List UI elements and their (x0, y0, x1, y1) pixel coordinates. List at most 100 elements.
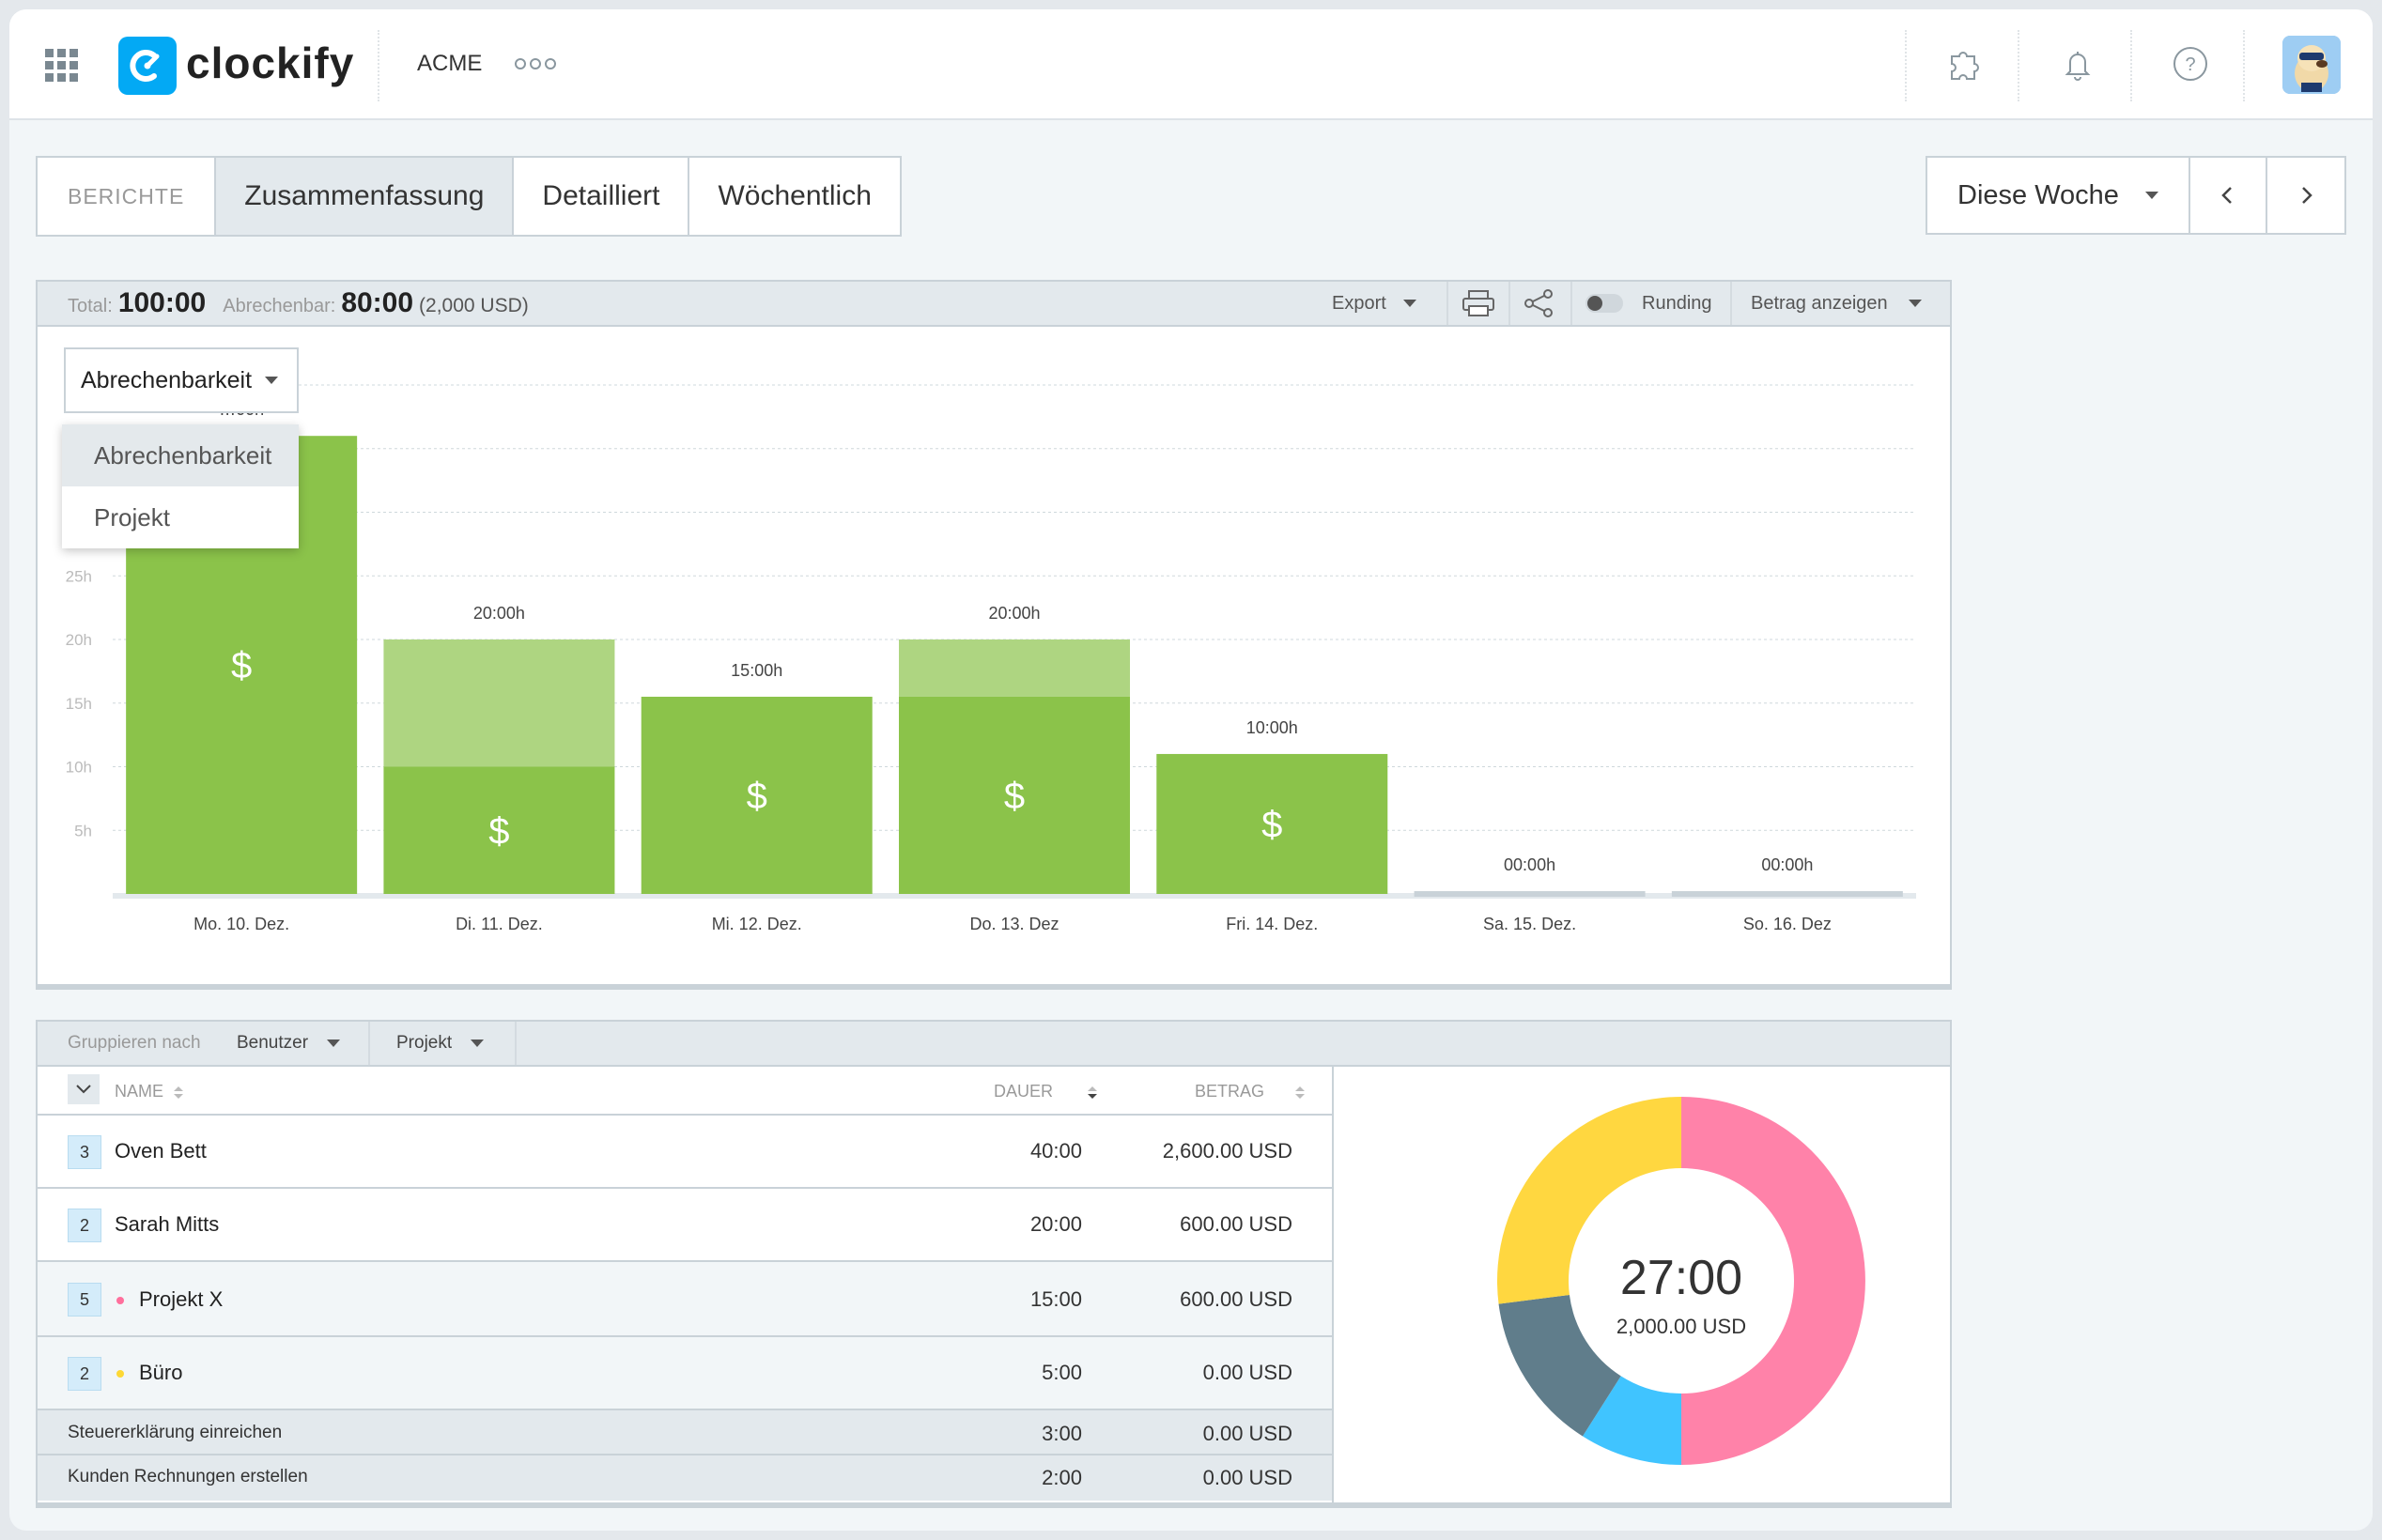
chevron-down-icon (2145, 192, 2158, 199)
sort-icon (1088, 1086, 1098, 1100)
grouping-option-project[interactable]: Projekt (94, 503, 170, 531)
row-name-wrap: Büro (116, 1361, 182, 1385)
toolbar-divider (1570, 282, 1572, 325)
table-row[interactable]: 5 Projekt X 15:00 600.00 USD (38, 1262, 1332, 1337)
help-icon[interactable]: ? (2170, 43, 2211, 85)
toggle-switch[interactable] (1585, 294, 1623, 313)
toolbar-divider (368, 1022, 370, 1065)
entry-count-badge: 3 (68, 1135, 101, 1169)
apps-grid-icon[interactable] (45, 49, 78, 82)
row-amount: 600.00 USD (1180, 1212, 1292, 1236)
row-amount: 2,600.00 USD (1162, 1139, 1292, 1163)
chevron-down-icon (76, 1085, 91, 1094)
dollar-icon: $ (488, 810, 509, 852)
more-icon[interactable] (515, 58, 556, 69)
name-header-label: NAME (115, 1082, 164, 1101)
total-value: 100:00 (117, 287, 207, 318)
bar-segment (1414, 891, 1646, 897)
row-duration: 5:00 (1042, 1361, 1082, 1384)
y-tick-label: 15h (66, 695, 92, 713)
show-amount-select[interactable]: Betrag anzeigen (1751, 282, 1922, 325)
bell-icon[interactable] (2057, 43, 2098, 85)
bar-data-label: 00:00h (1761, 855, 1813, 874)
group-by-second-select[interactable]: Projekt (396, 1022, 485, 1065)
user-avatar[interactable] (2282, 36, 2341, 94)
header-divider (2130, 30, 2132, 101)
duration-column-header[interactable]: DAUER (994, 1082, 1099, 1101)
donut-slice[interactable] (1582, 1376, 1681, 1465)
expand-all-button[interactable] (68, 1074, 100, 1104)
table-row[interactable]: 3 Oven Bett 40:00 2,600.00 USD (38, 1116, 1332, 1189)
billable-value: 80:00 (341, 287, 414, 318)
chevron-down-icon (265, 377, 279, 384)
share-icon[interactable] (1516, 282, 1561, 325)
row-name: Steuererklärung einreichen (68, 1423, 283, 1442)
billable-amount: (2,000 USD) (419, 295, 529, 316)
billable-label: Abrechenbar: (223, 296, 336, 316)
donut-center-value: 27:00 (1620, 1251, 1742, 1305)
x-tick-label: Fri. 14. Dez. (1226, 915, 1318, 933)
name-column-header[interactable]: NAME (115, 1082, 185, 1101)
grouping-menu: Abrechenbarkeit Projekt (62, 424, 299, 548)
row-name-wrap: Projekt X (116, 1287, 223, 1312)
print-icon[interactable] (1456, 282, 1501, 325)
project-color-dot (116, 1297, 124, 1305)
brand-name: clockify (186, 38, 355, 87)
tab-summary[interactable]: Zusammenfassung (216, 158, 515, 235)
row-name: Kunden Rechnungen erstellen (68, 1467, 308, 1486)
donut-slice[interactable] (1681, 1097, 1865, 1465)
chevron-right-icon (2302, 187, 2312, 204)
totals: Total: 100:00 Abrechenbar: 80:00 (2,000 … (68, 287, 529, 319)
table-row[interactable]: 2 Sarah Mitts 20:00 600.00 USD (38, 1189, 1332, 1262)
row-duration: 3:00 (1042, 1422, 1082, 1445)
show-amount-label: Betrag anzeigen (1751, 292, 1888, 314)
date-range-label: Diese Woche (1957, 179, 2119, 210)
next-period-button[interactable] (2267, 158, 2344, 233)
toolbar-divider (1446, 282, 1448, 325)
export-button[interactable]: Export (1332, 282, 1416, 325)
table-divider (1332, 1067, 1334, 1502)
bar-segment (641, 696, 873, 894)
donut-slice[interactable] (1497, 1097, 1681, 1304)
rounding-toggle[interactable]: Runding (1585, 282, 1712, 325)
app-frame: clockify ACME ? BERICHT (9, 9, 2373, 1531)
header-divider (2243, 30, 2245, 101)
table-row[interactable]: 2 Büro 5:00 0.00 USD (38, 1337, 1332, 1410)
group-by-first-select[interactable]: Benutzer (237, 1022, 341, 1065)
grouping-option-billability[interactable]: Abrechenbarkeit (62, 424, 299, 486)
donut-chart: 27:00 2,000.00 USD (1497, 1097, 1865, 1465)
group-by-second-value: Projekt (396, 1033, 453, 1053)
total-label: Total: (68, 296, 113, 316)
entry-count-badge: 2 (68, 1357, 101, 1391)
x-tick-label: Do. 13. Dez (969, 915, 1059, 933)
row-duration: 40:00 (1029, 1139, 1082, 1163)
project-color-dot (116, 1370, 124, 1378)
table-row[interactable]: Steuererklärung einreichen 3:00 0.00 USD (38, 1410, 1332, 1455)
summary-table-card: Gruppieren nach Benutzer Projekt NAME DA… (36, 1020, 1952, 1508)
entry-count-badge: 5 (68, 1283, 101, 1317)
chevron-down-icon (1402, 300, 1416, 307)
bar-segment (383, 639, 615, 767)
row-amount: 0.00 USD (1202, 1466, 1292, 1489)
chart-grouping-dropdown[interactable]: Abrechenbarkeit (64, 347, 299, 413)
y-tick-label: 10h (66, 759, 92, 777)
group-by-label: Gruppieren nach (68, 1033, 201, 1053)
amount-column-header[interactable]: BETRAG (1195, 1082, 1307, 1101)
row-amount: 0.00 USD (1202, 1361, 1292, 1384)
dollar-icon: $ (747, 776, 767, 817)
tab-weekly[interactable]: Wöchentlich (718, 180, 872, 211)
workspace-name[interactable]: ACME (417, 51, 483, 76)
row-duration: 15:00 (1029, 1287, 1082, 1311)
row-amount: 600.00 USD (1180, 1287, 1292, 1311)
chart-card: Total: 100:00 Abrechenbar: 80:00 (2,000 … (36, 280, 1952, 990)
bar-data-label: 15:00h (731, 661, 782, 680)
donut-slice[interactable] (1498, 1295, 1621, 1437)
table-row[interactable]: Kunden Rechnungen erstellen 2:00 0.00 US… (38, 1455, 1332, 1501)
tab-detailed[interactable]: Detailliert (514, 158, 690, 235)
x-tick-label: Di. 11. Dez. (456, 915, 543, 933)
chevron-down-icon (327, 1040, 341, 1047)
previous-period-button[interactable] (2190, 158, 2267, 233)
header-divider (378, 30, 379, 101)
puzzle-icon[interactable] (1944, 43, 1986, 85)
date-range-select[interactable]: Diese Woche (1927, 158, 2190, 233)
